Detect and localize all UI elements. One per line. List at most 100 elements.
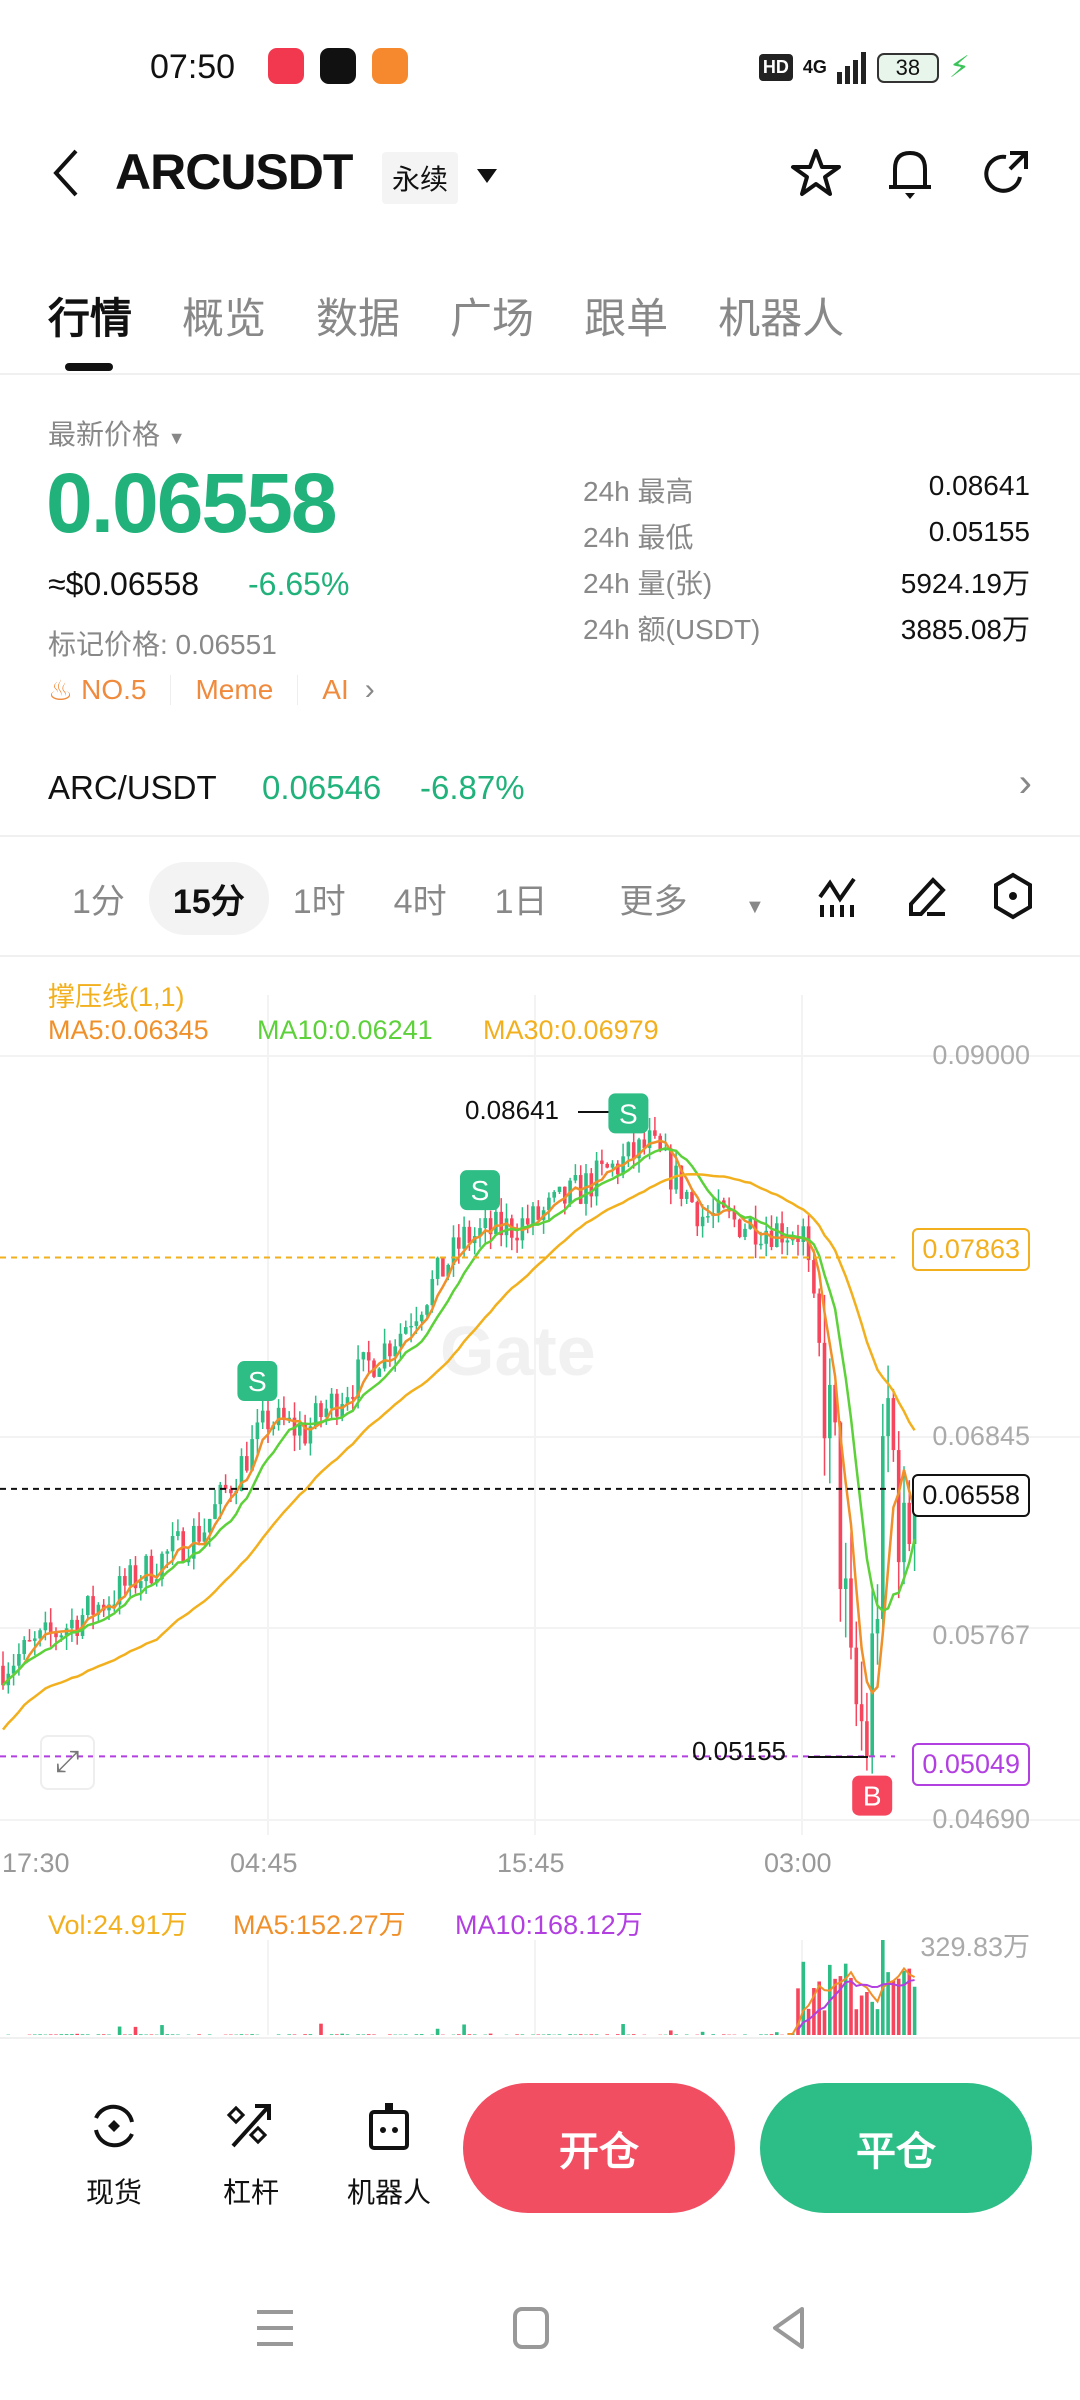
volume-bar bbox=[472, 2034, 477, 2035]
candle-body bbox=[605, 1163, 609, 1168]
volume-bar bbox=[700, 2031, 705, 2035]
spot-button[interactable]: 现货 bbox=[54, 2100, 174, 2211]
timeframe-1d[interactable]: 1日 bbox=[494, 883, 548, 921]
settings-icon[interactable] bbox=[992, 872, 1034, 920]
volume-bar bbox=[769, 2034, 774, 2035]
tab-market[interactable]: 行情 bbox=[48, 295, 133, 342]
support-label[interactable]: 0.05049 bbox=[912, 1743, 1030, 1786]
price-type-selector[interactable]: 最新价格 ▼ bbox=[48, 413, 186, 453]
candle-body bbox=[785, 1240, 790, 1243]
volume-ma10-legend: MA10:168.12万 bbox=[455, 1910, 643, 1940]
bell-icon[interactable] bbox=[885, 145, 935, 201]
back-icon[interactable] bbox=[48, 147, 84, 199]
stat-value: 3885.08万 bbox=[900, 614, 1030, 645]
volume-bar bbox=[133, 2026, 138, 2035]
volume-bar bbox=[59, 2034, 64, 2035]
tab-copy-trading[interactable]: 跟单 bbox=[584, 295, 669, 342]
timeframe-more[interactable]: 更多 ▼ bbox=[572, 862, 813, 935]
timeframe-15m[interactable]: 15分 bbox=[148, 862, 269, 935]
candle-body bbox=[123, 1576, 127, 1586]
stat-label: 24h 量(张) bbox=[583, 568, 713, 599]
volume-bar bbox=[547, 2034, 551, 2035]
draw-icon[interactable] bbox=[905, 874, 949, 918]
ma10-line bbox=[2, 1147, 916, 1687]
tag-row[interactable]: ♨ NO.5 Meme AI › bbox=[48, 673, 375, 707]
timeframe-1m[interactable]: 1分 bbox=[72, 883, 125, 921]
candle-body bbox=[197, 1525, 201, 1542]
candle-body bbox=[600, 1160, 604, 1164]
margin-button[interactable]: 杠杆 bbox=[191, 2100, 311, 2211]
volume-bar bbox=[165, 2034, 170, 2035]
bots-button[interactable]: 机器人 bbox=[329, 2100, 449, 2211]
volume-ma10-line bbox=[797, 1979, 915, 2031]
signal-label: S bbox=[471, 1175, 490, 1206]
candle-body bbox=[430, 1278, 435, 1306]
volume-bar bbox=[859, 1995, 864, 2035]
menu-nav-icon[interactable] bbox=[255, 2308, 295, 2348]
home-nav-icon[interactable] bbox=[512, 2306, 550, 2350]
volume-bar bbox=[520, 2034, 525, 2035]
tab-bots[interactable]: 机器人 bbox=[718, 295, 845, 342]
share-icon[interactable] bbox=[980, 147, 1032, 199]
volume-bar bbox=[806, 2008, 811, 2035]
volume-bar bbox=[308, 2034, 313, 2035]
volume-bar bbox=[33, 2034, 37, 2035]
candle-body bbox=[329, 1393, 334, 1409]
high-annotation: 0.08641 bbox=[465, 1095, 559, 1125]
candle-body bbox=[769, 1230, 774, 1247]
candle-body bbox=[404, 1327, 408, 1334]
candle-body bbox=[441, 1257, 445, 1277]
dropdown-icon: ▼ bbox=[744, 896, 765, 918]
timeframe-1h[interactable]: 1时 bbox=[292, 883, 346, 921]
volume-bar bbox=[292, 2034, 297, 2035]
candle-body bbox=[854, 1647, 859, 1705]
volume-bar bbox=[817, 1981, 821, 2035]
ma30-line bbox=[2, 1172, 916, 1731]
timeframe-4h[interactable]: 4时 bbox=[393, 883, 447, 921]
close-position-button[interactable]: 平仓 bbox=[760, 2083, 1032, 2213]
spot-pair-row[interactable]: ARC/USDT 0.06546 -6.87% › bbox=[0, 755, 1080, 825]
candle-body bbox=[796, 1238, 800, 1242]
symbol-title[interactable]: ARCUSDT bbox=[115, 144, 353, 200]
last-price: 0.06558 bbox=[46, 456, 338, 550]
candle-body bbox=[414, 1321, 419, 1326]
volume-bar bbox=[488, 2033, 493, 2035]
candle-body bbox=[616, 1163, 620, 1175]
indicator-icon[interactable] bbox=[818, 875, 858, 919]
candle-body bbox=[594, 1160, 599, 1197]
contract-type-badge[interactable]: 永续 bbox=[382, 152, 459, 204]
volume-bar bbox=[366, 2034, 371, 2035]
kline-chart[interactable]: Gate S S S B bbox=[0, 955, 1080, 2040]
candle-body bbox=[451, 1237, 456, 1265]
fullscreen-icon[interactable]: ⤢ bbox=[40, 1735, 95, 1790]
candle-body bbox=[552, 1191, 556, 1198]
dropdown-icon[interactable] bbox=[475, 167, 499, 185]
tab-data[interactable]: 数据 bbox=[316, 295, 401, 342]
candle-body bbox=[419, 1314, 424, 1322]
candle-body bbox=[833, 1384, 837, 1423]
candle-body bbox=[525, 1218, 530, 1225]
candle-body bbox=[669, 1148, 673, 1190]
tab-square[interactable]: 广场 bbox=[450, 295, 535, 342]
candle-body bbox=[239, 1456, 244, 1491]
volume-ma5-legend: MA5:152.27万 bbox=[233, 1910, 406, 1940]
spot-price: 0.06546 bbox=[262, 769, 382, 806]
candle-body bbox=[494, 1211, 498, 1235]
chevron-right-icon: › bbox=[1018, 761, 1032, 805]
volume-bar bbox=[435, 2028, 440, 2035]
star-icon[interactable] bbox=[790, 147, 842, 199]
volume-bar bbox=[902, 1970, 906, 2035]
tab-overview[interactable]: 概览 bbox=[182, 295, 267, 342]
candle-body bbox=[388, 1343, 392, 1357]
candle-body bbox=[340, 1404, 344, 1417]
candle-body bbox=[107, 1604, 111, 1611]
open-position-button[interactable]: 开仓 bbox=[463, 2083, 735, 2213]
candle-body bbox=[679, 1165, 684, 1199]
volume-bar bbox=[48, 2034, 53, 2035]
y-tick: 0.05767 bbox=[932, 1620, 1030, 1650]
chevron-right-icon: › bbox=[364, 673, 375, 706]
usd-price: ≈$0.06558 bbox=[48, 566, 200, 602]
resistance-label[interactable]: 0.07863 bbox=[912, 1228, 1030, 1271]
back-nav-icon[interactable] bbox=[770, 2306, 808, 2350]
volume-bar bbox=[207, 2034, 212, 2035]
